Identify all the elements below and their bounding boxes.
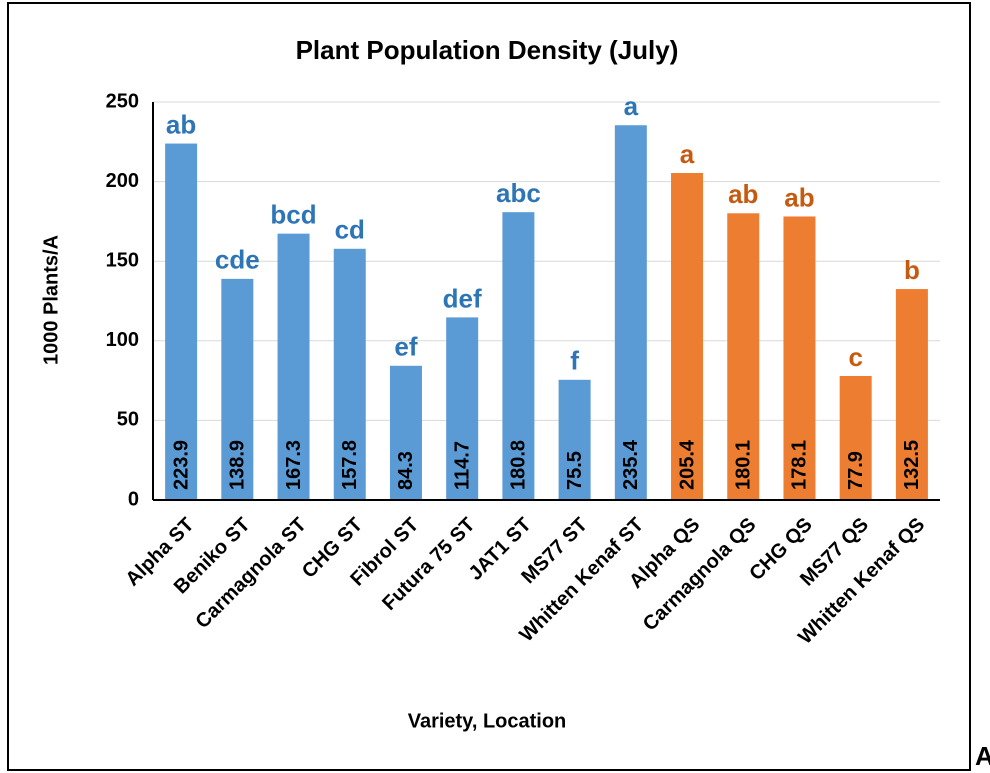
bar xyxy=(221,278,254,500)
bar xyxy=(558,379,591,500)
bar-annotation: ef xyxy=(394,332,417,362)
value-label: 75.5 xyxy=(564,451,586,490)
bar xyxy=(389,365,422,500)
value-label: 180.8 xyxy=(508,440,530,490)
value-label: 180.1 xyxy=(733,440,755,490)
value-label: 205.4 xyxy=(676,439,698,490)
bar-annotation: a xyxy=(680,139,695,169)
bar-annotation: ab xyxy=(728,179,758,209)
bar-annotation: cde xyxy=(215,245,260,275)
value-label: 138.9 xyxy=(227,440,249,490)
bar-annotation: cd xyxy=(335,215,365,245)
y-tick-label: 0 xyxy=(128,488,139,510)
bar xyxy=(895,289,928,500)
bar xyxy=(783,216,816,501)
bar xyxy=(502,212,535,501)
panel-label: A xyxy=(975,741,990,771)
chart-title: Plant Population Density (July) xyxy=(296,35,679,65)
bar-annotation: bcd xyxy=(270,200,316,230)
value-label: 77.9 xyxy=(845,451,867,490)
value-label: 157.8 xyxy=(339,440,361,490)
bar-annotation: a xyxy=(624,91,639,121)
bar-annotation: f xyxy=(570,346,579,376)
bar-annotation: abc xyxy=(496,178,541,208)
value-label: 223.9 xyxy=(170,440,192,490)
y-tick-label: 200 xyxy=(106,170,139,192)
y-tick-label: 100 xyxy=(106,329,139,351)
y-tick-label: 150 xyxy=(106,249,139,271)
bar xyxy=(277,233,310,501)
value-label: 84.3 xyxy=(395,451,417,490)
bar-annotation: ab xyxy=(166,109,196,139)
bar xyxy=(446,317,479,500)
bar-annotation: def xyxy=(443,283,482,313)
value-label: 235.4 xyxy=(620,439,642,490)
value-label: 167.3 xyxy=(283,440,305,490)
y-tick-label: 50 xyxy=(117,409,139,431)
value-label: 178.1 xyxy=(789,440,811,490)
value-label: 132.5 xyxy=(901,440,923,490)
bar xyxy=(727,213,760,500)
y-tick-label: 250 xyxy=(106,90,139,112)
bar-annotation: b xyxy=(904,255,920,285)
bar xyxy=(671,173,704,500)
bar xyxy=(839,375,872,500)
bar xyxy=(614,125,647,501)
bar-annotation: c xyxy=(848,342,862,372)
value-label: 114.7 xyxy=(451,441,473,490)
bar xyxy=(165,143,198,500)
bar-annotation: ab xyxy=(784,182,814,212)
y-axis-label: 1000 Plants/A xyxy=(40,235,62,365)
x-axis-label: Variety, Location xyxy=(408,710,567,732)
bar xyxy=(333,248,366,500)
